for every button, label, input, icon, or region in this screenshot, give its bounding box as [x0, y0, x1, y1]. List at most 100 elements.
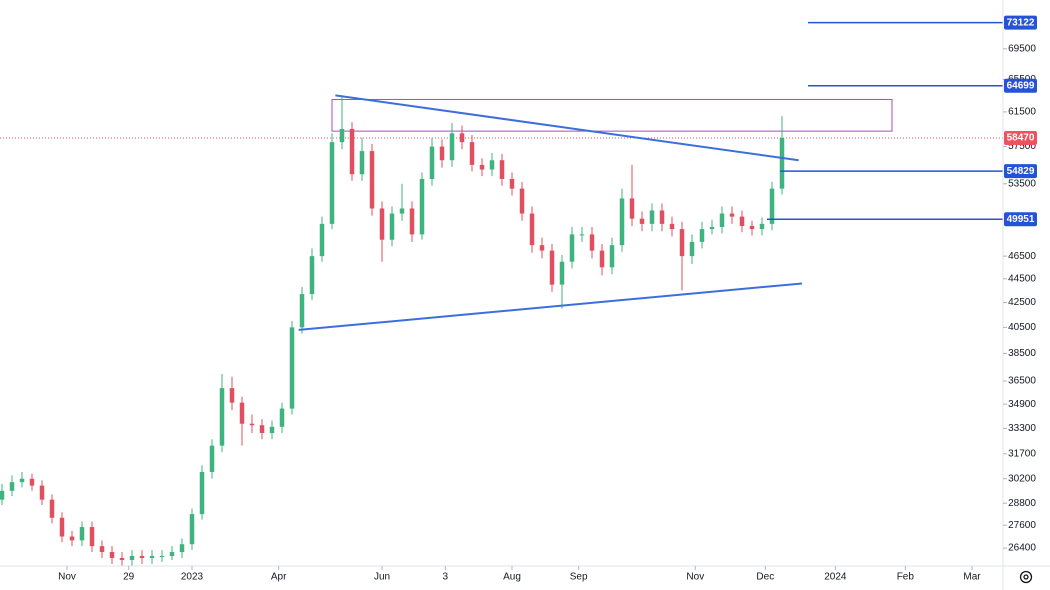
- x-tick-label: Feb: [897, 572, 915, 583]
- y-tick-label: 69500: [1008, 43, 1036, 54]
- candle-body: [609, 245, 615, 268]
- candle-body: [99, 546, 105, 553]
- candle-body: [139, 555, 145, 558]
- candle-body: [289, 327, 295, 409]
- y-tick-label: 61500: [1008, 107, 1036, 118]
- candle-body: [259, 425, 265, 434]
- candle-body: [499, 160, 505, 179]
- candle-body: [109, 552, 115, 558]
- y-tick-label: 38500: [1008, 348, 1036, 359]
- price-label-box: [1004, 130, 1037, 145]
- candle-body: [229, 388, 235, 403]
- candle-body: [19, 478, 25, 483]
- candle-body: [719, 213, 725, 228]
- candle-body: [149, 555, 155, 558]
- candle-body: [539, 245, 545, 251]
- candle-body: [759, 223, 765, 230]
- x-tick-label: Mar: [963, 572, 981, 583]
- x-tick-label: Dec: [756, 572, 774, 583]
- candle-body: [199, 471, 205, 515]
- candle-body: [519, 188, 525, 214]
- candle-body: [399, 208, 405, 214]
- price-label-box: [1004, 164, 1037, 179]
- candle-body: [599, 250, 605, 268]
- candle-body: [279, 408, 285, 427]
- candle-body: [39, 485, 45, 500]
- candle-body: [739, 216, 745, 226]
- candle-body: [219, 388, 225, 446]
- trend-line: [335, 94, 799, 162]
- price-label: 58470: [1007, 133, 1035, 144]
- y-tick-label: 26400: [1008, 543, 1036, 554]
- candle-body: [239, 402, 245, 424]
- candle-body: [69, 536, 75, 541]
- candle-body: [159, 555, 165, 557]
- range-box: [331, 98, 893, 132]
- y-tick-label: 31700: [1008, 448, 1036, 459]
- candle-body: [419, 178, 425, 235]
- candle-body: [379, 208, 385, 240]
- candle-body: [89, 527, 95, 547]
- candle-body: [669, 223, 675, 230]
- price-label: 73122: [1007, 17, 1035, 28]
- candle-body: [619, 198, 625, 246]
- candle-body: [209, 445, 215, 472]
- candle-body: [489, 160, 495, 170]
- y-tick-label: 57500: [1008, 141, 1036, 152]
- price-label: 54829: [1007, 166, 1035, 177]
- candle-body: [309, 256, 315, 295]
- candle-body: [569, 234, 575, 262]
- candle-body: [319, 223, 325, 257]
- candle-body: [409, 208, 415, 235]
- price-label-box: [1004, 78, 1037, 93]
- candle-body: [559, 261, 565, 285]
- candle-body: [689, 241, 695, 257]
- y-tick-label: 44500: [1008, 273, 1036, 284]
- candle-body: [469, 142, 475, 165]
- candle-body: [729, 213, 735, 217]
- candle-body: [649, 210, 655, 224]
- x-tick-label: Apr: [271, 572, 287, 583]
- axes: 26400 27600 28800 30200 31700 33300 34900 36500…: [58, 15, 1037, 583]
- candle-body: [189, 514, 195, 545]
- price-label: 64699: [1007, 80, 1035, 91]
- candle-body: [49, 499, 55, 518]
- candle-body: [349, 128, 355, 175]
- candle-body: [709, 227, 715, 230]
- candle-body: [699, 229, 705, 242]
- candle-body: [329, 142, 335, 224]
- price-label-box: [1004, 212, 1037, 227]
- y-tick-label: 53500: [1008, 178, 1036, 189]
- candle-body: [459, 133, 465, 143]
- y-tick-label: 42500: [1008, 297, 1036, 308]
- plot-area: [0, 21, 1003, 566]
- settings-icon[interactable]: [1019, 570, 1033, 584]
- candle-body: [369, 151, 375, 209]
- candle-body: [549, 250, 555, 285]
- y-tick-label: 30200: [1008, 473, 1036, 484]
- candle-body: [29, 478, 35, 486]
- candle-body: [629, 198, 635, 219]
- candle-body: [769, 188, 775, 224]
- candle-body: [119, 557, 125, 560]
- candle-body: [439, 146, 445, 161]
- y-tick-label: 40500: [1008, 322, 1036, 333]
- x-tick-label: 2023: [181, 572, 204, 583]
- candle-body: [79, 527, 85, 541]
- candle-body: [169, 552, 175, 556]
- candle-body: [9, 482, 15, 491]
- candle-body: [129, 555, 135, 560]
- x-tick-label: Jun: [374, 572, 390, 583]
- y-tick-label: 33300: [1008, 423, 1036, 434]
- trend-line: [298, 282, 803, 331]
- candle-body: [449, 133, 455, 161]
- candle-body: [589, 234, 595, 251]
- candle-body: [659, 210, 665, 224]
- price-label: 49951: [1007, 214, 1035, 225]
- candle-body: [529, 213, 535, 246]
- x-tick-label: 2024: [824, 572, 847, 583]
- y-tick-label: 46500: [1008, 251, 1036, 262]
- candle-body: [679, 229, 685, 257]
- candle-body: [179, 544, 185, 553]
